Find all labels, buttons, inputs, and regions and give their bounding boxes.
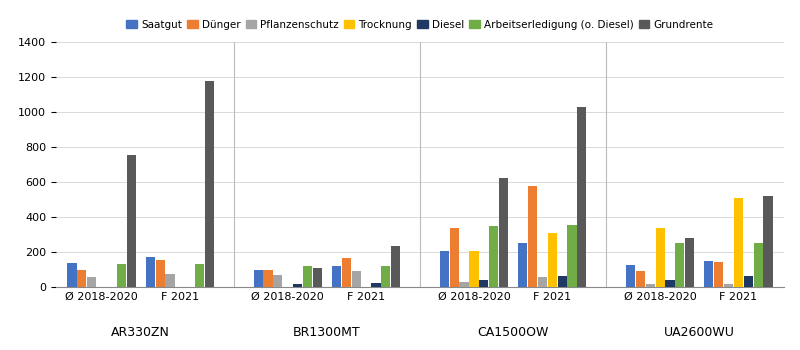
Text: BR1300MT: BR1300MT: [293, 326, 361, 339]
Bar: [686, 238, 694, 287]
Bar: [578, 107, 586, 287]
Bar: [655, 229, 665, 287]
Bar: [499, 178, 508, 287]
Bar: [166, 274, 174, 287]
Text: CA1500OW: CA1500OW: [478, 326, 549, 339]
Bar: [744, 276, 753, 287]
Bar: [518, 243, 527, 287]
Bar: [332, 266, 341, 287]
Bar: [567, 225, 577, 287]
Bar: [450, 228, 458, 287]
Bar: [382, 266, 390, 287]
Bar: [67, 262, 77, 287]
Bar: [303, 266, 312, 287]
Bar: [636, 271, 645, 287]
Bar: [342, 258, 350, 287]
Bar: [146, 257, 154, 287]
Bar: [391, 246, 400, 287]
Bar: [528, 186, 537, 287]
Bar: [293, 284, 302, 287]
Bar: [274, 275, 282, 287]
Bar: [479, 280, 489, 287]
Bar: [538, 277, 547, 287]
Bar: [470, 251, 478, 287]
Bar: [714, 261, 723, 287]
Bar: [254, 270, 262, 287]
Bar: [763, 196, 773, 287]
Bar: [117, 264, 126, 287]
Bar: [704, 261, 713, 287]
Bar: [127, 155, 136, 287]
Bar: [313, 268, 322, 287]
Bar: [734, 198, 743, 287]
Bar: [263, 270, 273, 287]
Bar: [646, 284, 654, 287]
Bar: [205, 82, 214, 287]
Bar: [754, 243, 762, 287]
Bar: [490, 226, 498, 287]
Bar: [666, 280, 674, 287]
Text: AR330ZN: AR330ZN: [111, 326, 170, 339]
Bar: [195, 264, 204, 287]
Bar: [675, 243, 685, 287]
Bar: [459, 282, 469, 287]
Bar: [548, 233, 557, 287]
Bar: [371, 283, 381, 287]
Text: UA2600WU: UA2600WU: [664, 326, 734, 339]
Bar: [558, 276, 566, 287]
Bar: [78, 270, 86, 287]
Bar: [87, 276, 96, 287]
Bar: [626, 265, 635, 287]
Bar: [724, 284, 733, 287]
Bar: [351, 271, 361, 287]
Bar: [440, 251, 449, 287]
Bar: [155, 260, 165, 287]
Legend: Saatgut, Dünger, Pflanzenschutz, Trocknung, Diesel, Arbeitserledigung (o. Diesel: Saatgut, Dünger, Pflanzenschutz, Trocknu…: [122, 15, 718, 34]
